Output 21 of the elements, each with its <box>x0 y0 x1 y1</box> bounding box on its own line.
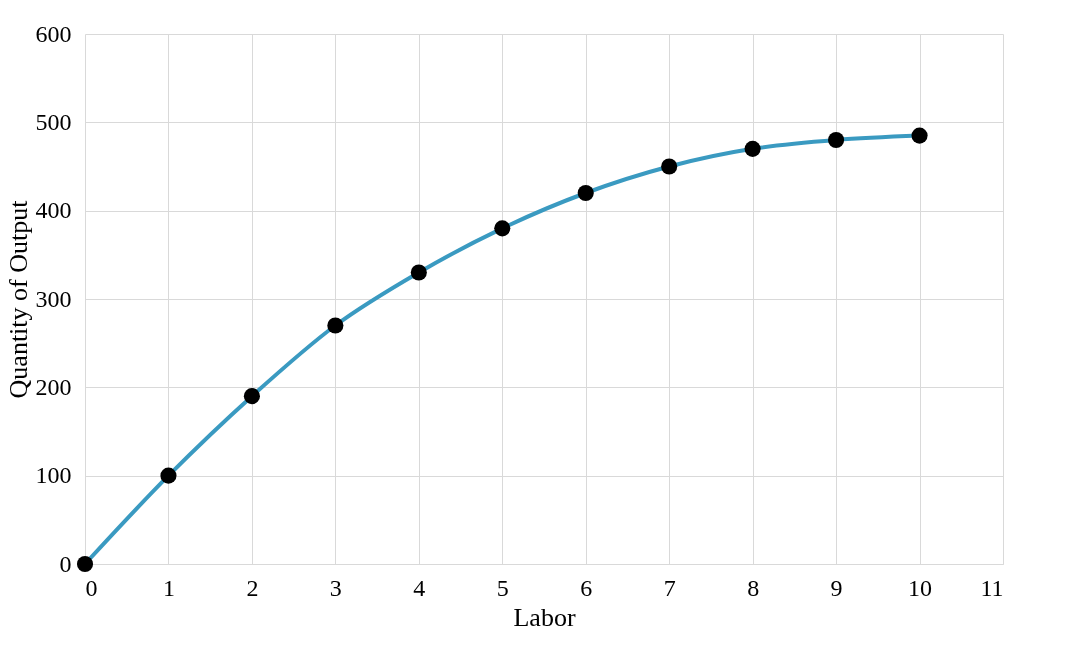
y-tick-label: 300 <box>35 285 72 312</box>
y-tick-label: 200 <box>35 373 72 400</box>
x-tick-label: 1 <box>162 574 175 601</box>
x-tick-label: 0 <box>85 574 98 601</box>
y-axis-title: Quantity of Output <box>3 199 33 399</box>
x-tick-label: 7 <box>663 574 676 601</box>
y-tick-label: 400 <box>35 197 72 224</box>
x-tick-label: 10 <box>908 574 933 601</box>
x-tick-label: 6 <box>580 574 593 601</box>
y-tick-label: 0 <box>59 550 72 577</box>
x-tick-label: 4 <box>413 574 426 601</box>
y-tick-label: 100 <box>35 462 72 489</box>
x-tick-label: 3 <box>329 574 342 601</box>
y-tick-label: 600 <box>35 20 72 47</box>
y-tick-label: 500 <box>35 108 72 135</box>
x-axis-title: Labor <box>513 602 576 632</box>
x-tick-label: 5 <box>496 574 509 601</box>
x-tick-label: 11 <box>980 574 1004 601</box>
x-tick-label: 9 <box>830 574 843 601</box>
x-tick-label: 2 <box>246 574 259 601</box>
x-tick-label: 8 <box>747 574 760 601</box>
